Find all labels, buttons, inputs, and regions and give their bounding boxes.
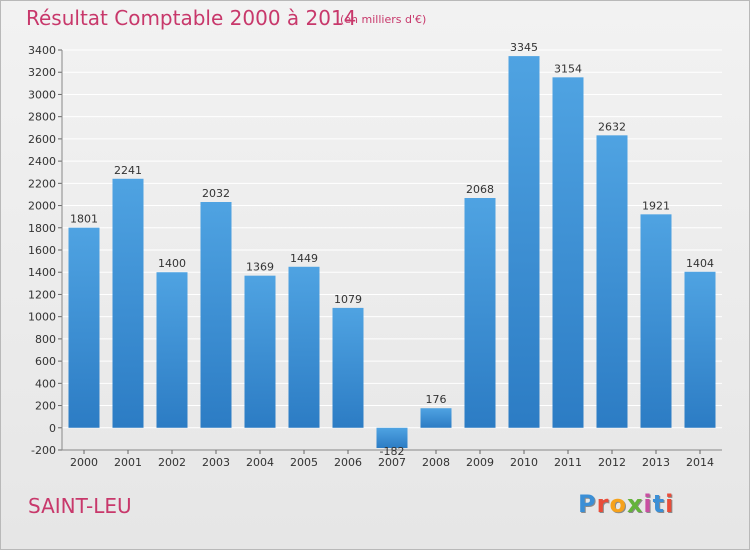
bar-2003 xyxy=(200,202,232,428)
y-tick-label: 0 xyxy=(49,422,56,435)
x-tick-label: 2006 xyxy=(334,456,362,469)
y-tick-label: 3200 xyxy=(28,66,56,79)
y-tick-label: 1800 xyxy=(28,222,56,235)
x-tick-label: 2002 xyxy=(158,456,186,469)
y-tick-label: 200 xyxy=(35,400,56,413)
y-tick-label: 2200 xyxy=(28,177,56,190)
y-tick-label: 3000 xyxy=(28,88,56,101)
data-label: 2632 xyxy=(598,120,626,133)
y-tick-label: 2400 xyxy=(28,155,56,168)
y-tick-label: 600 xyxy=(35,355,56,368)
x-tick-label: 2011 xyxy=(554,456,582,469)
logo-letter: o xyxy=(609,490,627,518)
bar-2004 xyxy=(244,275,276,428)
y-tick-label: 400 xyxy=(35,377,56,390)
bar-2009 xyxy=(464,198,496,428)
data-label: 3154 xyxy=(554,62,582,75)
data-label: 2241 xyxy=(114,164,142,177)
x-tick-label: 2005 xyxy=(290,456,318,469)
logo-letter: t xyxy=(652,490,666,518)
y-tick-label: 2600 xyxy=(28,133,56,146)
x-tick-label: 2013 xyxy=(642,456,670,469)
x-tick-label: 2001 xyxy=(114,456,142,469)
bar-2007 xyxy=(376,427,408,448)
bar-2001 xyxy=(112,178,144,428)
y-tick-label: 1400 xyxy=(28,266,56,279)
logo-letter: x xyxy=(626,490,644,518)
bar-2012 xyxy=(596,135,628,428)
data-label: 2032 xyxy=(202,187,230,200)
data-label: 1369 xyxy=(246,261,274,274)
data-label: 1449 xyxy=(290,252,318,265)
y-tick-label: 3400 xyxy=(28,44,56,57)
bar-2014 xyxy=(684,271,716,428)
chart-title: Résultat Comptable 2000 à 2014 xyxy=(26,6,357,30)
x-tick-label: 2004 xyxy=(246,456,274,469)
chart-unit-label: (en milliers d'€) xyxy=(340,13,427,26)
y-tick-label: 800 xyxy=(35,333,56,346)
bar-2006 xyxy=(332,307,364,428)
y-tick-label: 1200 xyxy=(28,288,56,301)
x-tick-label: 2012 xyxy=(598,456,626,469)
bar-2000 xyxy=(68,227,100,428)
data-label: 1921 xyxy=(642,199,670,212)
x-tick-label: 2008 xyxy=(422,456,450,469)
data-label: 1801 xyxy=(70,213,98,226)
y-tick-label: 1600 xyxy=(28,244,56,257)
place-name: SAINT-LEU xyxy=(28,494,132,518)
logo-letter: i xyxy=(643,490,653,518)
x-tick-label: 2009 xyxy=(466,456,494,469)
x-tick-label: 2003 xyxy=(202,456,230,469)
x-tick-label: 2007 xyxy=(378,456,406,469)
y-tick-label: 1000 xyxy=(28,311,56,324)
data-label: 2068 xyxy=(466,183,494,196)
bar-2013 xyxy=(640,214,672,428)
bar-2011 xyxy=(552,77,584,428)
x-tick-label: 2000 xyxy=(70,456,98,469)
y-tick-label: 2800 xyxy=(28,111,56,124)
y-tick-label: 2000 xyxy=(28,200,56,213)
data-label: 3345 xyxy=(510,41,538,54)
logo-letter: i xyxy=(665,490,675,518)
y-tick-label: -200 xyxy=(31,444,56,457)
bar-2010 xyxy=(508,56,540,428)
data-label: 1400 xyxy=(158,257,186,270)
x-tick-label: 2010 xyxy=(510,456,538,469)
data-label: 176 xyxy=(426,393,447,406)
data-label: 1404 xyxy=(686,257,714,270)
bar-2005 xyxy=(288,266,320,428)
data-label: 1079 xyxy=(334,293,362,306)
x-tick-label: 2014 xyxy=(686,456,714,469)
logo-letter: P xyxy=(578,490,597,518)
bar-2002 xyxy=(156,272,188,428)
proxiti-logo: Proxiti xyxy=(578,490,674,518)
bar-2008 xyxy=(420,408,452,428)
logo-letter: r xyxy=(596,490,610,518)
